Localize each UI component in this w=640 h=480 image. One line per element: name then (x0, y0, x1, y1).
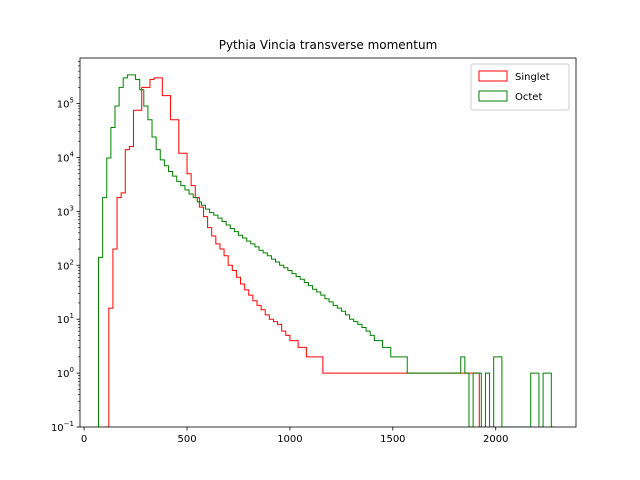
y-tick-label: 104 (57, 150, 75, 164)
x-tick-label: 1000 (277, 434, 302, 445)
series-octet-line (98, 74, 556, 427)
y-tick-label: 101 (57, 312, 74, 326)
legend-label-octet: Octet (515, 92, 542, 103)
legend-swatch-octet (478, 90, 508, 102)
plot-area (98, 74, 556, 427)
y-tick-label: 100 (57, 366, 74, 380)
x-tick-label: 0 (81, 434, 87, 445)
y-tick-label: 10−1 (51, 420, 74, 434)
y-tick-label: 105 (57, 97, 74, 111)
x-tick-label: 500 (177, 434, 196, 445)
legend: Singlet Octet (470, 63, 570, 111)
series-singlet-line (104, 77, 484, 427)
chart-title: Pythia Vincia transverse momentum (219, 38, 438, 52)
x-tick-label: 2000 (483, 434, 508, 445)
legend-swatch-singlet (478, 70, 508, 82)
axes-frame (79, 57, 577, 428)
legend-box (470, 63, 570, 111)
y-axis: 10−1 100 101 102 103 104 105 (51, 61, 80, 434)
y-tick-label: 103 (57, 204, 74, 218)
x-tick-label: 1500 (380, 434, 405, 445)
legend-label-singlet: Singlet (515, 72, 550, 83)
y-tick-label: 102 (57, 258, 74, 272)
x-axis: 0 500 1000 1500 2000 (81, 427, 508, 445)
